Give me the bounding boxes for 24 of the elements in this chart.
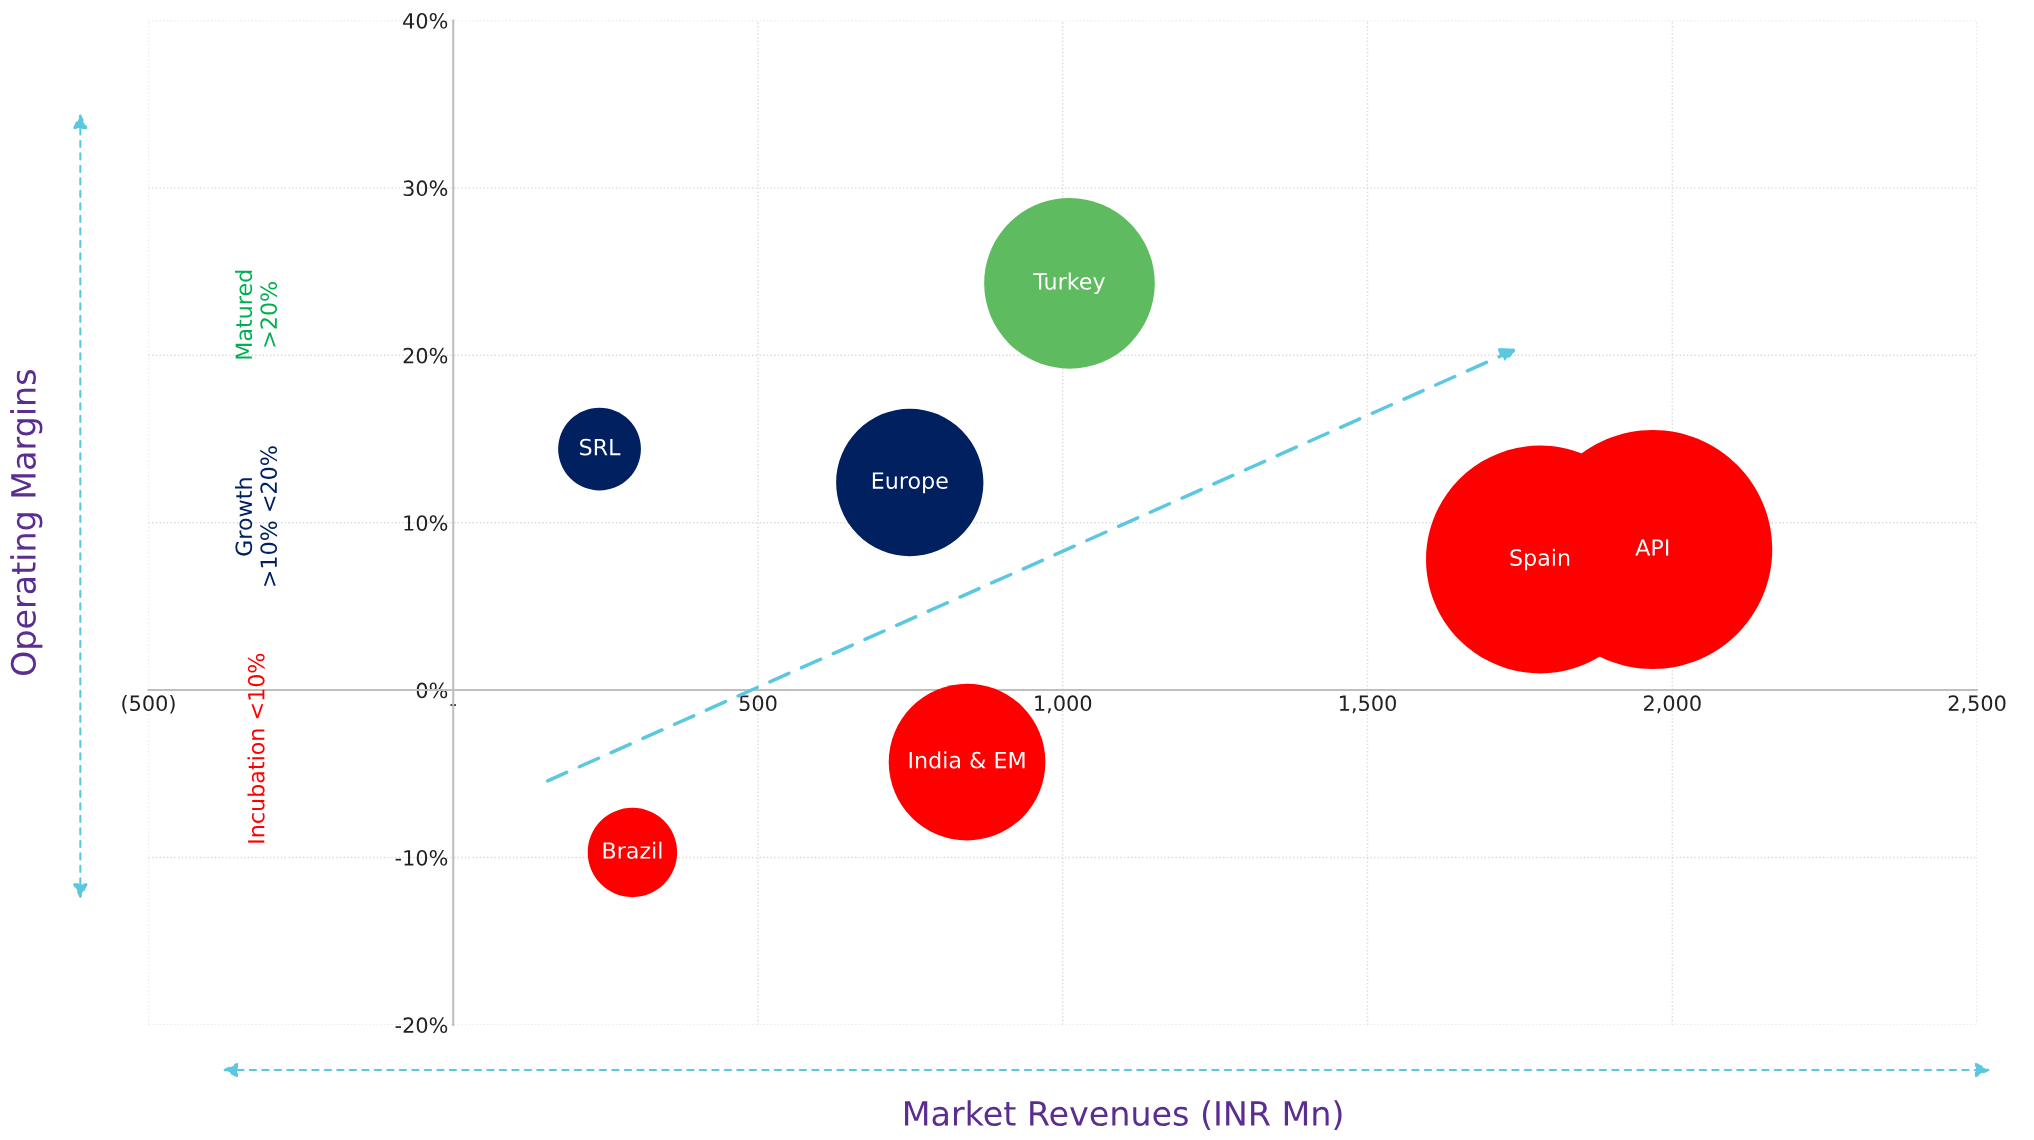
x-axis-title: Market Revenues (INR Mn) xyxy=(905,1100,1342,1130)
y-tick-label: 10% xyxy=(404,515,448,531)
series-label: India & EM xyxy=(909,751,1025,769)
y-tick-label: 40% xyxy=(403,12,448,29)
y-tick-label: -20% xyxy=(395,1017,448,1034)
series-label: Brazil xyxy=(603,841,662,859)
series-label: Europe xyxy=(872,472,948,494)
y-tick-label: 30% xyxy=(403,180,448,197)
y-axis-title: Operating Margins xyxy=(10,370,43,676)
annotation: Growth >10% <20% xyxy=(235,446,278,586)
x-tick-label: 2,500 xyxy=(1948,695,2006,714)
series-label: Spain xyxy=(1510,548,1570,571)
annotation: Incubation <10% xyxy=(247,653,265,843)
series-label: SRL xyxy=(580,438,621,456)
x-tick-label: 2,000 xyxy=(1643,695,1701,714)
series-label: API xyxy=(1635,539,1669,556)
x-tick-label: 500 xyxy=(739,695,777,712)
x-tick-label: (500) xyxy=(122,694,175,714)
annotation: Matured >20% xyxy=(235,270,278,359)
x-tick-label: 1,000 xyxy=(1035,695,1092,714)
x-tick-label: 1,500 xyxy=(1339,695,1396,714)
series-label: Turkey xyxy=(1033,272,1105,295)
y-tick-label: -10% xyxy=(395,849,448,866)
y-tick-label: 20% xyxy=(403,347,448,364)
